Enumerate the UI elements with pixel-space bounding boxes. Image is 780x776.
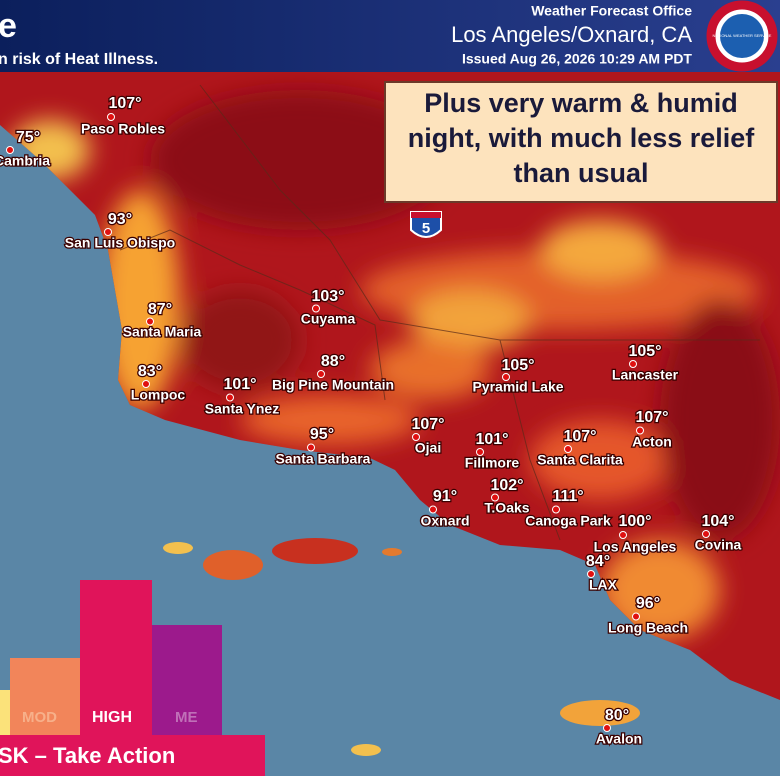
legend-level: ME	[175, 709, 198, 726]
title: e	[0, 7, 17, 45]
city-dot	[312, 304, 320, 313]
city-dot	[702, 530, 710, 538]
city-dot	[6, 146, 14, 154]
city-temp: 100°	[618, 513, 651, 530]
issued: Issued Aug 26, 2026 10:29 AM PDT	[462, 51, 692, 67]
cities: 107° Paso Robles 75° Cambria 93° San Luis Obi…	[0, 94, 743, 748]
city-name: Avalon	[596, 731, 642, 747]
city-name: Acton	[632, 434, 672, 450]
city-dot	[476, 448, 484, 456]
city-temp: 101°	[223, 376, 256, 393]
city-name: Long Beach	[608, 620, 688, 636]
city-temp: 102°	[490, 477, 523, 494]
city-temp: 105°	[501, 357, 534, 374]
islands	[163, 538, 640, 756]
city-dot	[317, 370, 325, 378]
city-temp: 105°	[628, 343, 661, 360]
city-temp: 107°	[635, 409, 668, 426]
city-name: Paso Robles	[81, 121, 165, 137]
city-name: Covina	[695, 537, 742, 553]
logo-text: NATIONAL WEATHER SERVICE	[713, 33, 772, 38]
legend-level: MOD	[22, 709, 57, 726]
callout: Plus very warm & humid night, with much …	[407, 88, 755, 188]
callout-box	[384, 81, 778, 203]
city-temp: 80°	[605, 707, 629, 724]
city-name: Canoga Park	[525, 513, 611, 529]
header-bar	[0, 0, 780, 72]
city-temp: 107°	[108, 95, 141, 112]
city-name: Cambria	[0, 153, 50, 169]
city-dot	[429, 505, 437, 514]
interstate-shield: 5	[410, 211, 442, 238]
city-temp: 75°	[16, 129, 40, 146]
county-lines	[119, 84, 760, 541]
city-temp: 107°	[411, 416, 444, 433]
city-temp: 87°	[148, 301, 172, 318]
city-dot	[307, 443, 315, 452]
city-name: Big Pine Mountain	[272, 377, 394, 393]
city-name: Santa Clarita	[537, 452, 623, 468]
city-dot	[629, 360, 637, 368]
office: Weather Forecast Office	[531, 3, 692, 19]
city-temp: 111°	[552, 488, 583, 505]
city-temp: 88°	[321, 353, 345, 370]
city-temp: 96°	[636, 595, 660, 612]
city-name: Los Angeles	[594, 539, 677, 555]
city-dot	[146, 317, 154, 326]
city-temp: 95°	[310, 426, 334, 443]
callout-text: Plus very warm & humid night, with much …	[407, 88, 755, 188]
city-dot	[632, 612, 640, 621]
city-dot	[226, 393, 234, 402]
city-temp: 84°	[586, 553, 610, 570]
city-name: Fillmore	[465, 455, 520, 471]
city-dot	[619, 531, 627, 539]
legend-level: HIGH	[92, 709, 132, 726]
city-name: Oxnard	[420, 513, 469, 529]
city-temp: 104°	[701, 513, 734, 530]
city-temp: 91°	[433, 488, 457, 505]
city-dot	[552, 505, 560, 514]
city-dot	[603, 724, 611, 732]
legend: MOD HIGH ME SK – Take Action	[0, 580, 265, 776]
city-dot	[636, 426, 644, 435]
city-dot	[587, 570, 595, 578]
city-name: Pyramid Lake	[472, 379, 563, 395]
subtitle: n risk of Heat Illness.	[0, 51, 158, 68]
city-temp: 93°	[108, 211, 132, 228]
location: Los Angeles/Oxnard, CA	[451, 22, 692, 47]
city-temp: 107°	[563, 428, 596, 445]
city-name: Cuyama	[301, 311, 356, 327]
city-dot	[502, 373, 510, 381]
city-dot	[491, 493, 499, 502]
city-name: T.Oaks	[484, 500, 529, 516]
city-dot	[104, 228, 112, 236]
city-name: Santa Ynez	[205, 401, 279, 417]
city-name: Santa Barbara	[276, 451, 371, 467]
city-dot	[107, 113, 115, 121]
city-name: San Luis Obispo	[65, 235, 175, 251]
city-dot	[142, 380, 150, 388]
city-temp: 101°	[475, 431, 508, 448]
city-dot	[564, 445, 572, 453]
city-name: Santa Maria	[123, 324, 202, 340]
city-name: LAX	[589, 577, 618, 593]
city-temp: 83°	[138, 363, 162, 380]
legend-banner: SK – Take Action	[0, 743, 175, 768]
city-temp: 103°	[311, 288, 344, 305]
city-name: Lompoc	[131, 387, 186, 403]
city-dot	[412, 433, 420, 441]
city-name: Ojai	[415, 440, 441, 456]
interstate-number: 5	[422, 220, 430, 237]
city-name: Lancaster	[612, 367, 679, 383]
nws-logo: NATIONAL WEATHER SERVICE	[706, 0, 778, 72]
